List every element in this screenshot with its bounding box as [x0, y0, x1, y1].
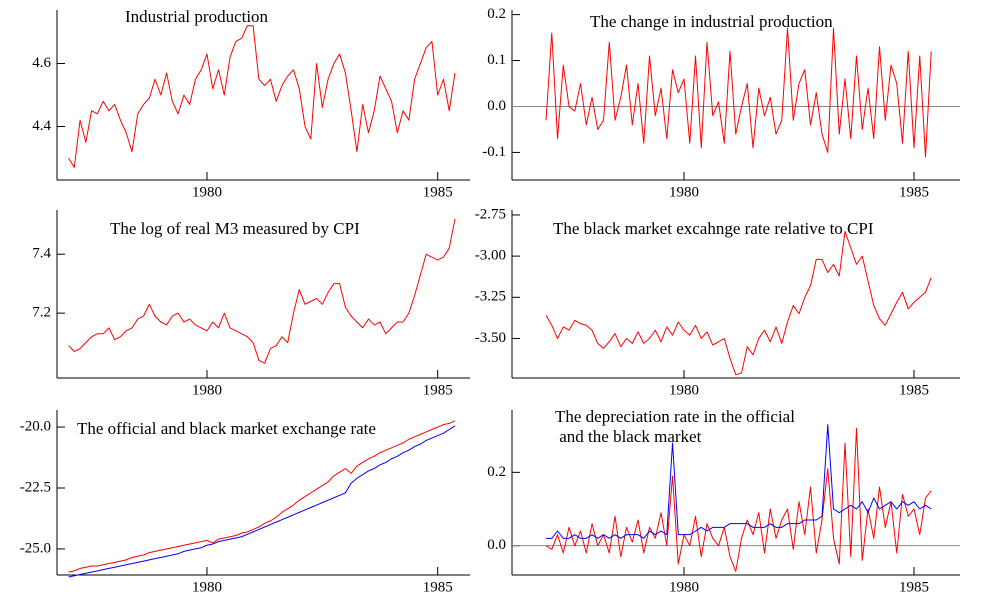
- panel-title: and the black market: [555, 427, 702, 446]
- x-tick-label: 1980: [669, 579, 699, 595]
- y-tick-label: 4.6: [32, 55, 51, 71]
- y-tick-label: 7.2: [32, 305, 51, 321]
- series-line: [545, 27, 932, 158]
- y-tick-label: -0.1: [482, 144, 506, 160]
- y-tick-label: -3.25: [475, 289, 506, 305]
- x-tick-label: 1980: [669, 382, 699, 398]
- x-tick-label: 1980: [192, 579, 222, 595]
- x-tick-label: 1980: [192, 184, 222, 200]
- panel-title: Industrial production: [125, 7, 269, 26]
- y-tick-label: -2.75: [475, 206, 506, 222]
- panel-title: The depreciation rate in the official: [555, 407, 795, 426]
- panel-title: The log of real M3 measured by CPI: [110, 219, 360, 238]
- panel-title: The black market excahnge rate relative …: [553, 219, 874, 238]
- x-tick-label: 1980: [669, 184, 699, 200]
- y-tick-label: -20.0: [20, 418, 51, 434]
- y-tick-label: -22.5: [20, 479, 51, 495]
- x-tick-label: 1985: [899, 579, 929, 595]
- y-tick-label: -3.50: [475, 330, 506, 346]
- x-tick-label: 1985: [899, 184, 929, 200]
- y-tick-label: 4.4: [32, 118, 51, 134]
- series-line: [545, 230, 932, 376]
- x-tick-label: 1985: [423, 184, 453, 200]
- y-tick-label: 0.2: [487, 6, 506, 22]
- series-line: [546, 424, 932, 539]
- panel-title: The official and black market exchange r…: [77, 419, 376, 438]
- x-tick-label: 1985: [899, 382, 929, 398]
- y-tick-label: 0.0: [487, 98, 506, 114]
- y-tick-label: 0.0: [487, 537, 506, 553]
- panel-title: The change in industrial production: [590, 12, 833, 31]
- x-tick-label: 1980: [192, 382, 222, 398]
- y-tick-label: 0.1: [487, 52, 506, 68]
- series-line: [68, 425, 456, 578]
- series-line: [68, 25, 456, 168]
- y-tick-label: -3.00: [475, 248, 506, 264]
- series-line: [68, 420, 456, 573]
- x-tick-label: 1985: [423, 382, 453, 398]
- series-line: [545, 427, 932, 572]
- y-tick-label: 7.4: [32, 246, 51, 262]
- x-tick-label: 1985: [423, 579, 453, 595]
- y-tick-label: 0.2: [487, 464, 506, 480]
- series-line: [68, 218, 456, 364]
- y-tick-label: -25.0: [20, 540, 51, 556]
